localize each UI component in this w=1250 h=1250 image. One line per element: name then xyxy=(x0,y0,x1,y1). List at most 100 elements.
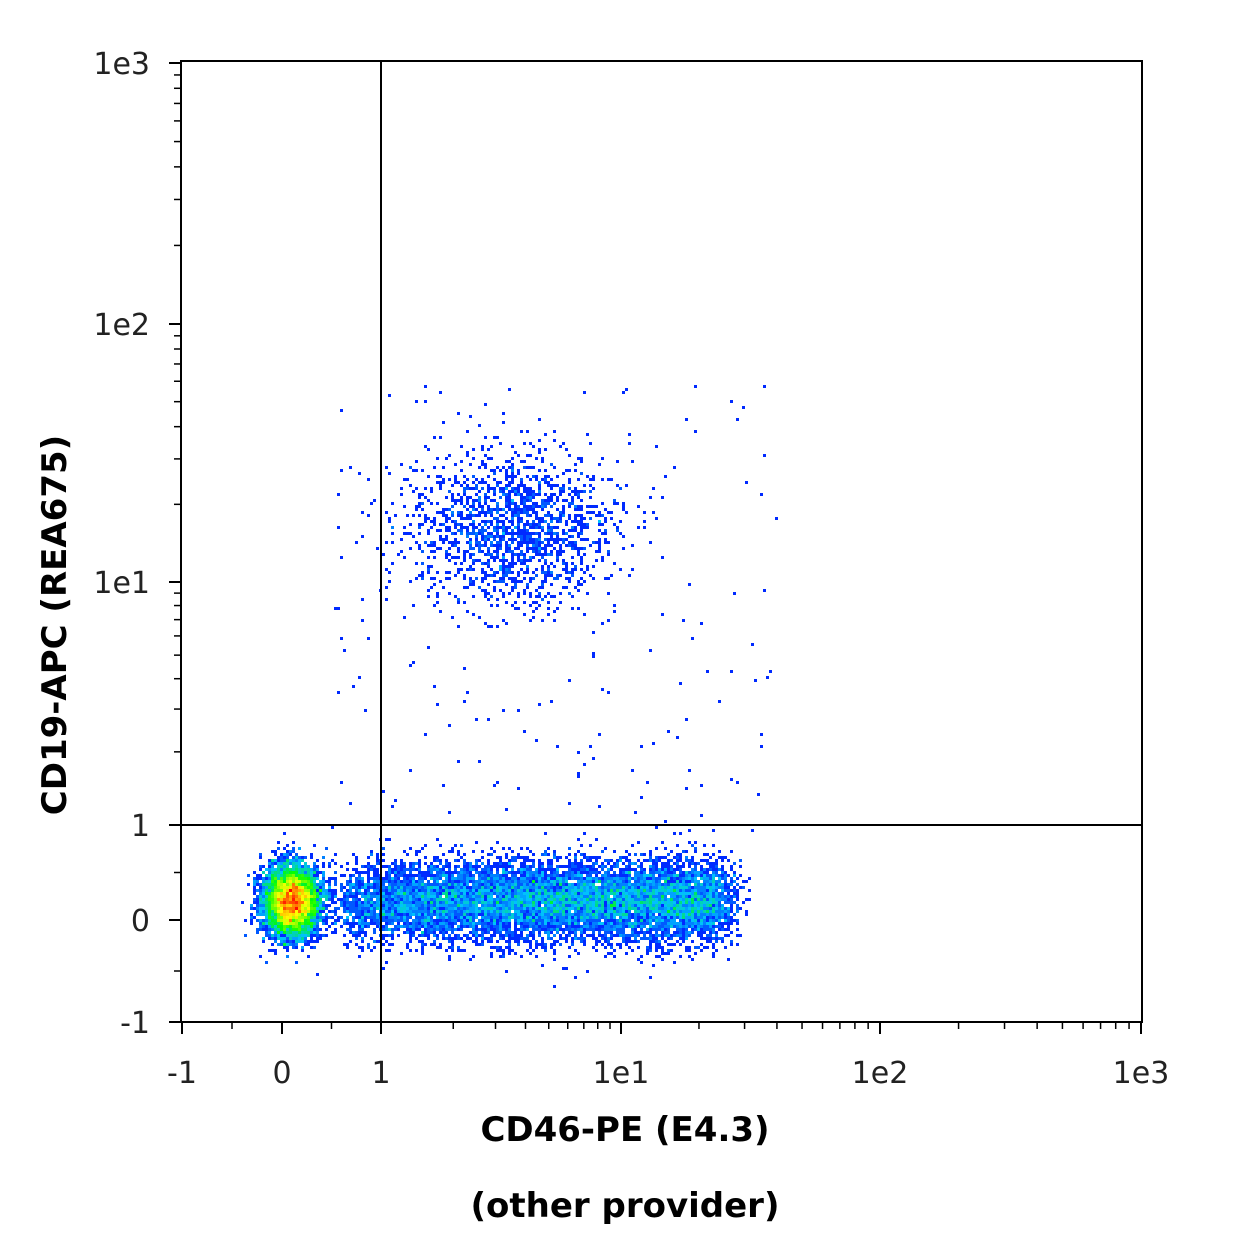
density-point xyxy=(577,535,580,538)
density-point xyxy=(292,841,295,844)
density-point xyxy=(631,928,634,931)
density-point xyxy=(460,844,463,847)
density-point xyxy=(451,499,454,502)
density-point xyxy=(661,907,664,910)
density-point xyxy=(265,889,268,892)
density-point xyxy=(475,478,478,481)
density-point xyxy=(499,898,502,901)
density-point xyxy=(253,898,256,901)
density-point xyxy=(604,919,607,922)
density-point xyxy=(484,901,487,904)
density-point xyxy=(739,907,742,910)
density-point xyxy=(523,529,526,532)
density-point xyxy=(502,526,505,529)
density-point xyxy=(463,577,466,580)
density-point xyxy=(568,877,571,880)
density-point xyxy=(688,886,691,889)
density-point xyxy=(664,862,667,865)
density-point xyxy=(451,889,454,892)
density-point xyxy=(694,862,697,865)
density-point xyxy=(622,862,625,865)
density-point xyxy=(604,877,607,880)
density-point xyxy=(406,922,409,925)
density-point xyxy=(424,922,427,925)
density-point xyxy=(730,670,733,673)
density-point xyxy=(523,613,526,616)
density-point xyxy=(400,463,403,466)
density-point xyxy=(421,574,424,577)
density-point xyxy=(523,898,526,901)
density-point xyxy=(658,859,661,862)
density-point xyxy=(598,889,601,892)
density-point xyxy=(436,919,439,922)
density-point xyxy=(496,547,499,550)
density-point xyxy=(592,916,595,919)
density-point xyxy=(604,907,607,910)
density-point xyxy=(505,874,508,877)
density-point xyxy=(286,931,289,934)
density-point xyxy=(694,907,697,910)
density-point xyxy=(400,895,403,898)
density-point xyxy=(382,916,385,919)
density-point xyxy=(730,919,733,922)
density-point xyxy=(364,922,367,925)
density-point xyxy=(313,868,316,871)
density-point xyxy=(715,895,718,898)
density-point xyxy=(358,472,361,475)
density-point xyxy=(304,883,307,886)
density-point xyxy=(457,880,460,883)
density-point xyxy=(424,874,427,877)
density-point xyxy=(316,877,319,880)
density-point xyxy=(733,919,736,922)
density-point xyxy=(586,511,589,514)
density-point xyxy=(292,925,295,928)
density-point xyxy=(448,526,451,529)
density-point xyxy=(607,874,610,877)
density-point xyxy=(727,901,730,904)
density-point xyxy=(517,511,520,514)
density-point xyxy=(601,523,604,526)
density-point xyxy=(553,904,556,907)
density-point xyxy=(418,907,421,910)
density-point xyxy=(490,886,493,889)
density-point xyxy=(418,892,421,895)
density-point xyxy=(463,865,466,868)
density-point xyxy=(550,916,553,919)
density-point xyxy=(430,502,433,505)
density-point xyxy=(502,577,505,580)
density-point xyxy=(541,529,544,532)
density-point xyxy=(448,862,451,865)
density-point xyxy=(325,898,328,901)
density-point xyxy=(595,874,598,877)
density-point xyxy=(505,925,508,928)
density-point xyxy=(505,487,508,490)
density-point xyxy=(331,898,334,901)
density-point xyxy=(418,502,421,505)
density-point xyxy=(544,925,547,928)
density-point xyxy=(403,862,406,865)
density-point xyxy=(577,889,580,892)
density-point xyxy=(679,868,682,871)
density-point xyxy=(445,892,448,895)
density-point xyxy=(298,928,301,931)
density-point xyxy=(517,877,520,880)
density-point xyxy=(634,916,637,919)
density-point xyxy=(280,910,283,913)
density-point xyxy=(553,910,556,913)
density-point xyxy=(733,880,736,883)
density-point xyxy=(499,874,502,877)
density-point xyxy=(493,892,496,895)
density-point xyxy=(415,907,418,910)
density-point xyxy=(352,916,355,919)
density-point xyxy=(274,874,277,877)
density-point xyxy=(625,904,628,907)
density-point xyxy=(259,895,262,898)
density-point xyxy=(556,577,559,580)
density-point xyxy=(574,898,577,901)
density-point xyxy=(283,898,286,901)
density-point xyxy=(652,892,655,895)
density-point xyxy=(409,484,412,487)
density-point xyxy=(616,862,619,865)
density-point xyxy=(493,880,496,883)
density-point xyxy=(661,892,664,895)
